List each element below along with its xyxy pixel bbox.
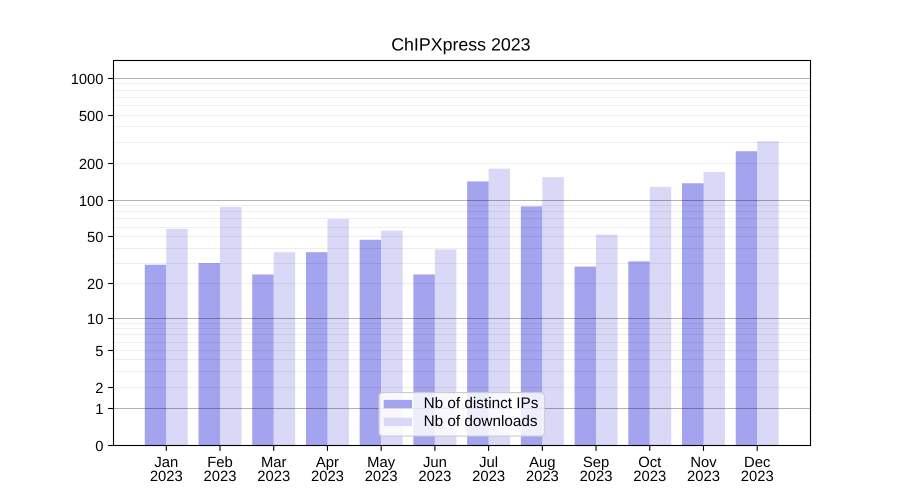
svg-text:ChIPXpress 2023: ChIPXpress 2023	[391, 35, 530, 55]
svg-text:Feb: Feb	[207, 455, 233, 471]
svg-text:Oct: Oct	[638, 455, 661, 471]
svg-text:Jul: Jul	[479, 455, 498, 471]
svg-text:May: May	[367, 455, 396, 471]
svg-text:Sep: Sep	[583, 455, 609, 471]
svg-text:2023: 2023	[311, 469, 344, 485]
svg-text:Nb of distinct IPs: Nb of distinct IPs	[424, 395, 539, 412]
svg-text:Jan: Jan	[154, 455, 178, 471]
svg-text:5: 5	[95, 344, 103, 360]
svg-text:2023: 2023	[472, 469, 505, 485]
svg-text:Nov: Nov	[690, 455, 717, 471]
svg-text:2023: 2023	[687, 469, 720, 485]
svg-text:100: 100	[79, 194, 104, 210]
svg-text:Jun: Jun	[423, 455, 447, 471]
svg-text:2023: 2023	[580, 469, 613, 485]
svg-text:2023: 2023	[633, 469, 666, 485]
svg-text:2023: 2023	[365, 469, 398, 485]
svg-text:Dec: Dec	[744, 455, 771, 471]
svg-text:20: 20	[87, 277, 103, 293]
svg-text:Apr: Apr	[316, 455, 339, 471]
svg-text:1: 1	[95, 402, 103, 418]
svg-text:10: 10	[87, 312, 103, 328]
svg-text:2023: 2023	[204, 469, 237, 485]
svg-text:0: 0	[95, 439, 103, 455]
svg-text:2023: 2023	[150, 469, 183, 485]
svg-text:2: 2	[95, 381, 103, 397]
svg-text:1000: 1000	[71, 72, 104, 88]
svg-text:Aug: Aug	[529, 455, 555, 471]
svg-text:50: 50	[87, 230, 103, 246]
svg-text:500: 500	[79, 109, 104, 125]
svg-text:2023: 2023	[257, 469, 290, 485]
svg-text:200: 200	[79, 157, 104, 173]
svg-text:Mar: Mar	[261, 455, 287, 471]
svg-text:2023: 2023	[526, 469, 559, 485]
svg-text:Nb of downloads: Nb of downloads	[424, 413, 538, 430]
svg-text:2023: 2023	[741, 469, 774, 485]
svg-text:2023: 2023	[418, 469, 451, 485]
